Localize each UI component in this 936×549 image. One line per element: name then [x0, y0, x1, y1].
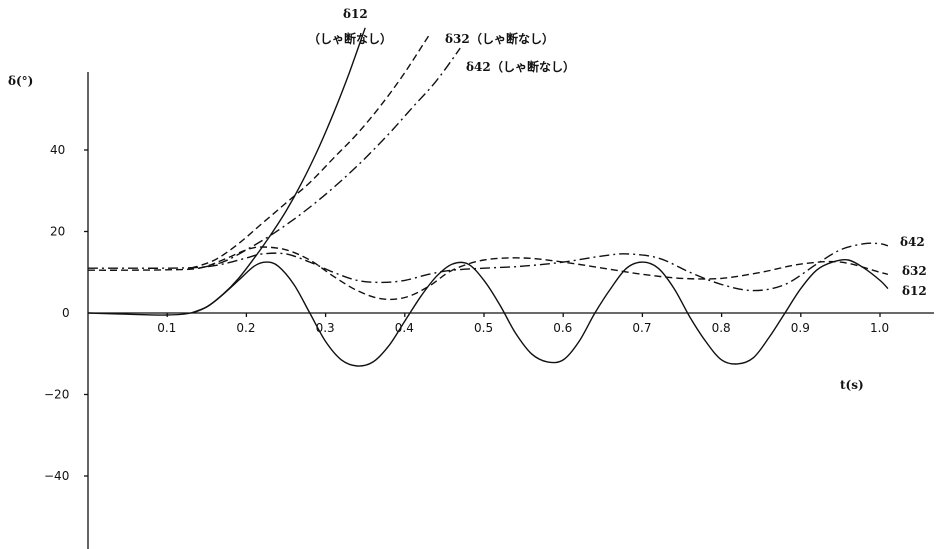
x-tick-label: 0.8 [712, 321, 731, 335]
label-d42: δ42 [900, 235, 925, 249]
label-d12: δ12 [902, 284, 927, 298]
label-d42-no-cut: δ42 [466, 60, 491, 74]
x-tick-label: 1.0 [870, 321, 889, 335]
series-line-0 [87, 258, 889, 367]
y-tick-labels: 40 20 −20 −40 [44, 143, 88, 483]
x-tick-labels: 0.1 0.2 0.3 0.4 0.5 0.6 0.7 0.8 0.9 1.0 [157, 313, 889, 335]
label-d32: δ32 [902, 264, 927, 278]
x-tick-label: 0.4 [395, 321, 414, 335]
y-tick-label: 20 [50, 225, 65, 239]
y-tick-label: 40 [50, 143, 65, 157]
series-line-4 [190, 35, 430, 269]
y-tick-label: −40 [44, 469, 69, 483]
label-d42-no-cut-note: （しゃ断なし） [491, 59, 575, 74]
series-line-1 [87, 246, 889, 301]
label-d12-no-cut-note: （しゃ断なし） [308, 31, 392, 46]
label-d32-no-cut-note: （しゃ断なし） [470, 31, 554, 46]
x-tick-label: 0.2 [236, 321, 255, 335]
series-line-5 [198, 47, 461, 269]
x-axis-label: t(s) [840, 378, 864, 392]
x-tick-label: 0.1 [157, 321, 176, 335]
label-d32-no-cut: δ32 [445, 32, 470, 46]
y-tick-label: −20 [44, 388, 69, 402]
x-tick-label: 0.9 [791, 321, 810, 335]
series-line-3 [190, 27, 366, 314]
x-tick-label: 0.7 [632, 321, 651, 335]
x-tick-label: 0.5 [474, 321, 493, 335]
series-line-2 [87, 242, 889, 292]
x-tick-label: 0.6 [553, 321, 572, 335]
y-axis-label: δ(°) [8, 74, 33, 88]
series-curves [87, 27, 889, 367]
label-d12-no-cut: δ12 [343, 7, 368, 21]
origin-label: 0 [62, 306, 70, 320]
